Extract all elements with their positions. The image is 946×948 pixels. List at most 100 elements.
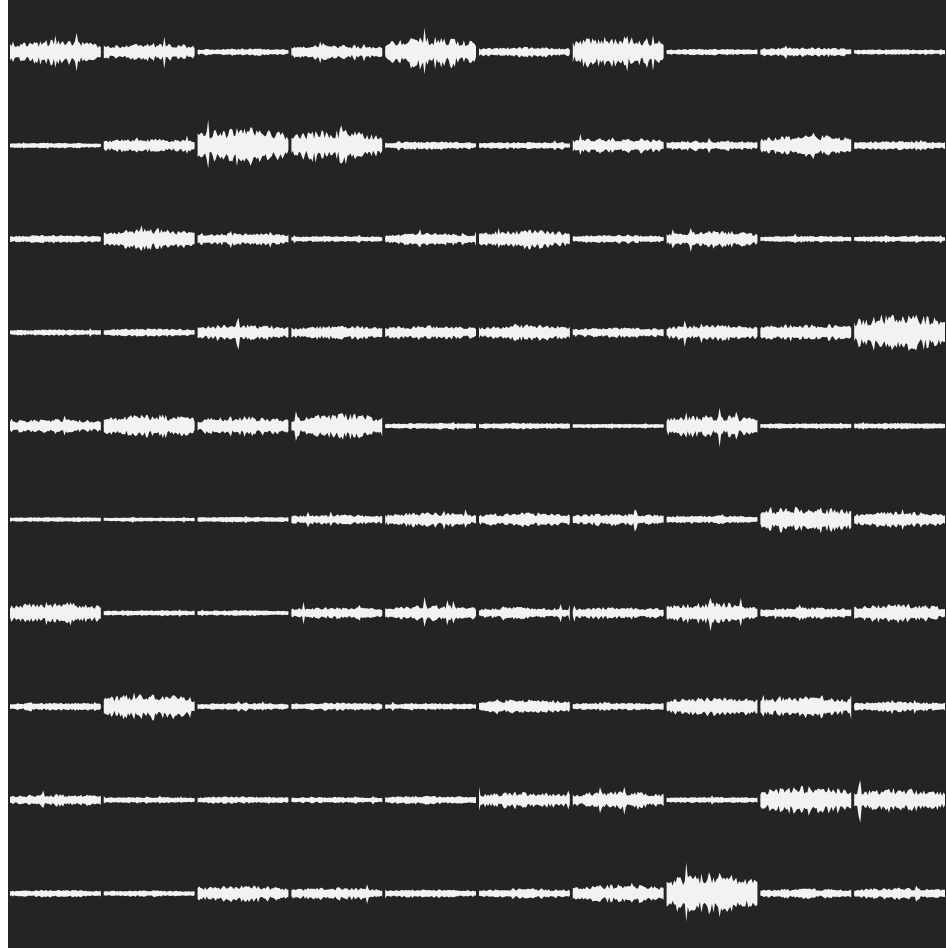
row-9-clip-4-baseline xyxy=(291,799,383,801)
row-1-clip-2-baseline xyxy=(103,51,195,53)
row-1-clip-3-baseline xyxy=(197,51,289,53)
row-8-clip-4-baseline xyxy=(291,705,383,708)
row-2-clip-2-baseline xyxy=(103,144,195,147)
row-4-clip-9-baseline xyxy=(760,331,852,334)
row-4-clip-2-baseline xyxy=(103,331,195,334)
row-1-clip-7-baseline xyxy=(572,51,664,53)
row-10-clip-5-baseline xyxy=(385,892,476,895)
row-3-clip-9-baseline xyxy=(760,238,852,240)
row-2-clip-1-baseline xyxy=(10,144,101,147)
row-6-clip-10-baseline xyxy=(854,518,945,521)
row-2-clip-4-baseline xyxy=(291,144,383,147)
row-3-clip-4-baseline xyxy=(291,238,383,240)
row-5-clip-3-baseline xyxy=(197,425,289,427)
waveform-row-4 xyxy=(10,314,945,351)
row-7-clip-5 xyxy=(385,596,476,627)
row-4-clip-5-baseline xyxy=(385,331,476,334)
row-8-clip-3-baseline xyxy=(197,705,289,708)
row-5-clip-1-baseline xyxy=(10,425,101,427)
row-2-clip-9-baseline xyxy=(760,144,852,147)
row-6-clip-6-baseline xyxy=(479,518,570,521)
row-5-clip-9-baseline xyxy=(760,425,852,427)
row-5-clip-8-baseline xyxy=(666,425,758,427)
row-4-clip-10-baseline xyxy=(854,331,945,334)
row-9-clip-8-baseline xyxy=(666,799,758,801)
row-9-clip-1-baseline xyxy=(10,799,101,801)
row-8-clip-8-baseline xyxy=(666,705,758,708)
row-10-clip-10-baseline xyxy=(854,892,945,895)
row-6-clip-8-baseline xyxy=(666,518,758,521)
row-4-clip-7-baseline xyxy=(572,331,664,334)
waveform-grid xyxy=(8,0,946,948)
row-7-clip-9-baseline xyxy=(760,612,852,614)
row-1-clip-5 xyxy=(385,27,476,75)
row-9-clip-6 xyxy=(479,786,570,811)
waveform-row-6 xyxy=(10,506,945,534)
row-5-clip-6-baseline xyxy=(479,425,570,427)
row-9-clip-5-baseline xyxy=(385,799,476,801)
waveform-row-9 xyxy=(10,780,945,823)
row-1-clip-7 xyxy=(572,35,664,72)
row-10-clip-8 xyxy=(666,862,758,922)
row-4-clip-1-baseline xyxy=(10,331,101,334)
row-3-clip-8-baseline xyxy=(666,238,758,240)
row-7-clip-1-baseline xyxy=(10,612,101,614)
row-5-clip-7-baseline xyxy=(572,425,664,427)
row-10-clip-3-baseline xyxy=(197,892,289,895)
row-5-clip-8 xyxy=(666,407,758,448)
row-8-clip-2-baseline xyxy=(103,705,195,708)
row-1-clip-5-baseline xyxy=(385,51,476,53)
row-10-clip-1-baseline xyxy=(10,892,101,895)
row-6-clip-2-baseline xyxy=(103,518,195,521)
row-1-clip-4-baseline xyxy=(291,51,383,53)
row-9-clip-9-baseline xyxy=(760,799,852,801)
row-7-clip-8 xyxy=(666,597,758,632)
row-5-clip-2-baseline xyxy=(103,425,195,427)
row-7-clip-7-baseline xyxy=(572,612,664,614)
row-1-clip-9-baseline xyxy=(760,51,852,53)
row-1-clip-6-baseline xyxy=(479,51,570,53)
row-7-clip-3-baseline xyxy=(197,612,289,614)
row-6-clip-1-baseline xyxy=(10,518,101,521)
row-8-clip-9-baseline xyxy=(760,705,852,708)
row-5-clip-5-baseline xyxy=(385,425,476,427)
row-2-clip-7-baseline xyxy=(572,144,664,147)
row-4-clip-3 xyxy=(197,317,289,350)
row-8-clip-5-baseline xyxy=(385,705,476,708)
row-10-clip-9-baseline xyxy=(760,892,852,895)
waveform-row-1 xyxy=(10,27,945,75)
row-10-clip-8-baseline xyxy=(666,892,758,895)
row-7-clip-4-baseline xyxy=(291,612,383,614)
waveform-row-2 xyxy=(10,119,945,169)
row-6-clip-5-baseline xyxy=(385,518,476,521)
row-7-clip-5-baseline xyxy=(385,612,476,614)
row-9-clip-10 xyxy=(854,780,945,823)
row-8-clip-1-baseline xyxy=(10,705,101,708)
row-8-clip-6-baseline xyxy=(479,705,570,708)
row-2-clip-5-baseline xyxy=(385,144,476,147)
row-3-clip-1-baseline xyxy=(10,238,101,240)
row-10-clip-7-baseline xyxy=(572,892,664,895)
row-4-clip-3-baseline xyxy=(197,331,289,334)
row-4-clip-6-baseline xyxy=(479,331,570,334)
row-10-clip-2-baseline xyxy=(103,892,195,895)
waveform-row-8 xyxy=(10,692,945,721)
row-1-clip-10-baseline xyxy=(854,51,945,53)
row-5-clip-10-baseline xyxy=(854,425,945,427)
waveform-grid-panel xyxy=(8,0,946,948)
waveform-row-10 xyxy=(10,862,945,922)
waveform-row-3 xyxy=(10,225,945,252)
row-3-clip-5-baseline xyxy=(385,238,476,240)
row-9-clip-3-baseline xyxy=(197,799,289,801)
row-6-clip-3-baseline xyxy=(197,518,289,521)
row-1-clip-8-baseline xyxy=(666,51,758,53)
row-2-clip-6-baseline xyxy=(479,144,570,147)
row-2-clip-3 xyxy=(197,119,289,169)
row-7-clip-6-baseline xyxy=(479,612,570,614)
row-6-clip-7-baseline xyxy=(572,518,664,521)
row-2-clip-3-baseline xyxy=(197,144,289,147)
row-2-clip-8-baseline xyxy=(666,144,758,147)
row-1-clip-1-baseline xyxy=(10,51,101,53)
row-2-clip-10-baseline xyxy=(854,144,945,147)
row-9-clip-6-baseline xyxy=(479,799,570,801)
